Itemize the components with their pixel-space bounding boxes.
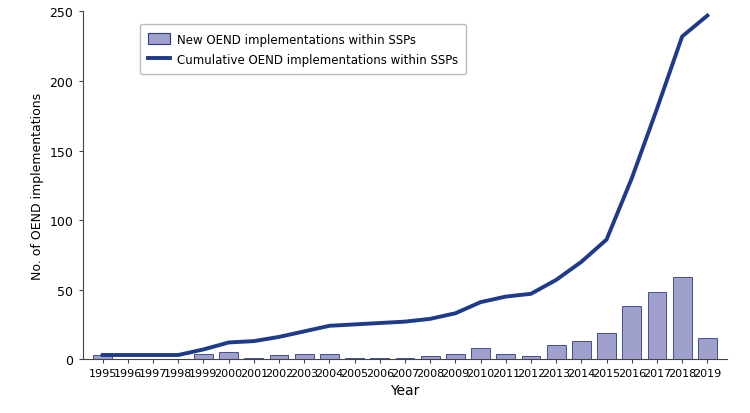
Bar — [496, 354, 515, 359]
Bar — [521, 356, 541, 359]
Bar — [622, 306, 641, 359]
Bar — [194, 354, 213, 359]
Bar — [572, 341, 591, 359]
Bar — [471, 348, 490, 359]
Bar — [295, 354, 314, 359]
Bar — [269, 355, 289, 359]
Bar — [698, 339, 717, 359]
Bar — [547, 345, 566, 359]
Bar — [421, 356, 440, 359]
Bar — [446, 354, 465, 359]
Bar — [395, 358, 415, 359]
Bar — [345, 358, 364, 359]
X-axis label: Year: Year — [390, 383, 420, 397]
Bar — [673, 278, 692, 359]
Bar — [320, 354, 339, 359]
Bar — [597, 333, 616, 359]
Y-axis label: No. of OEND implementations: No. of OEND implementations — [31, 93, 44, 279]
Bar — [219, 352, 238, 359]
Bar — [93, 355, 112, 359]
Bar — [244, 358, 263, 359]
Bar — [370, 358, 389, 359]
Bar — [647, 293, 667, 359]
Legend: New OEND implementations within SSPs, Cumulative OEND implementations within SSP: New OEND implementations within SSPs, Cu… — [140, 25, 466, 75]
